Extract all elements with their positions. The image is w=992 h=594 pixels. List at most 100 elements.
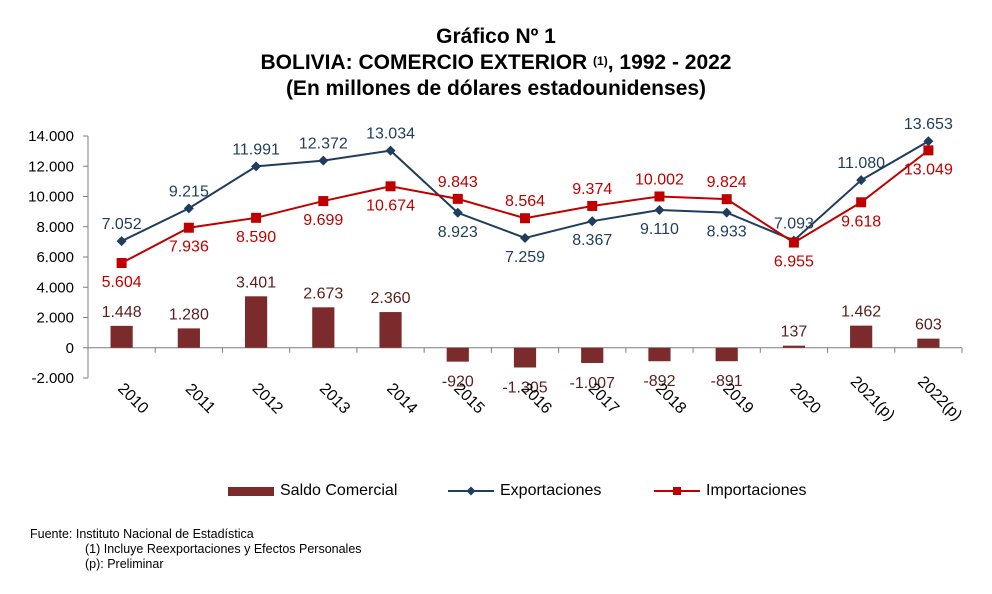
- x-tick-label: 2011: [182, 381, 218, 417]
- x-tick-label: 2015: [450, 380, 487, 417]
- marker-importaciones: [856, 197, 867, 208]
- y-tick-label: -2.000: [31, 370, 74, 387]
- marker-exportaciones: [452, 207, 463, 218]
- source-note: Fuente: Instituto Nacional de Estadístic…: [30, 527, 254, 541]
- x-tick-label: 2018: [652, 380, 689, 417]
- exp-label: 13.653: [904, 116, 953, 133]
- marker-importaciones: [251, 212, 262, 223]
- marker-importaciones: [654, 191, 665, 202]
- marker-importaciones: [721, 194, 732, 205]
- bar-label: 2.673: [303, 285, 343, 302]
- marker-importaciones: [923, 145, 934, 156]
- x-tick-label: 2021(p): [847, 373, 898, 424]
- imp-label: 10.674: [366, 197, 415, 214]
- x-tick-label: 2017: [585, 380, 622, 417]
- bar-label: 1.448: [102, 304, 142, 321]
- imp-label: 7.936: [169, 239, 209, 256]
- exp-label: 7.052: [102, 216, 142, 233]
- exp-label: 7.093: [774, 215, 814, 232]
- legend-label-importaciones: Importaciones: [706, 482, 807, 499]
- marker-importaciones: [788, 237, 799, 248]
- marker-importaciones: [183, 222, 194, 233]
- x-tick-label: 2020: [787, 380, 824, 417]
- bar-label: 1.462: [841, 304, 881, 321]
- bar-saldo: [312, 307, 335, 348]
- marker-importaciones: [318, 196, 329, 207]
- bar-saldo: [648, 347, 671, 362]
- imp-label: 13.049: [904, 161, 953, 178]
- marker-importaciones: [520, 213, 530, 224]
- bar-saldo: [446, 347, 469, 362]
- bar-saldo: [244, 296, 268, 348]
- legend-item-saldo: Saldo Comercial: [228, 482, 397, 500]
- imp-label: 8.564: [505, 193, 545, 210]
- bar-saldo: [177, 328, 200, 348]
- marker-importaciones: [385, 181, 396, 192]
- marker-exportaciones: [183, 203, 194, 214]
- marker-exportaciones: [587, 216, 598, 227]
- bar-saldo: [850, 325, 873, 348]
- bar-label: -1.305: [502, 379, 547, 396]
- subtitle-footnote-mark: (1): [593, 54, 608, 68]
- y-tick-label: 2.000: [36, 310, 74, 327]
- x-tick-label: 2010: [114, 380, 151, 417]
- x-tick-label: 2022(p): [914, 373, 965, 424]
- legend-label-exportaciones: Exportaciones: [500, 482, 602, 499]
- bar-label: -1.007: [570, 375, 615, 392]
- chart-titles: Gráfico Nº 1 BOLIVIA: COMERCIO EXTERIOR …: [0, 24, 992, 102]
- chart-subtitle: BOLIVIA: COMERCIO EXTERIOR (1), 1992 - 2…: [0, 50, 992, 76]
- legend-item-exportaciones: Exportaciones: [448, 482, 601, 500]
- imp-label: 8.590: [236, 229, 276, 246]
- marker-exportaciones: [923, 136, 934, 147]
- exp-label: 9.215: [169, 183, 209, 200]
- bar-label: 137: [781, 324, 808, 341]
- exp-label: 7.259: [505, 249, 545, 266]
- marker-importaciones: [116, 257, 127, 268]
- imp-label: 9.824: [707, 174, 747, 191]
- bar-label: -892: [643, 373, 675, 390]
- marker-exportaciones: [856, 175, 867, 186]
- y-tick-label: 14.000: [28, 128, 74, 145]
- exp-label: 8.923: [438, 224, 478, 241]
- legend: Saldo Comercial Exportaciones Importacio…: [0, 482, 992, 506]
- marker-importaciones: [587, 200, 598, 211]
- imp-label: 9.699: [303, 212, 343, 229]
- marker-exportaciones: [721, 207, 732, 218]
- imp-label: 10.002: [635, 171, 684, 188]
- y-tick-label: 12.000: [28, 158, 74, 175]
- bar-saldo: [917, 338, 940, 348]
- marker-exportaciones: [385, 145, 396, 156]
- bar-saldo: [715, 347, 738, 362]
- bar-saldo: [379, 312, 402, 348]
- chart-title: Gráfico Nº 1: [436, 25, 556, 48]
- marker-exportaciones: [116, 236, 127, 247]
- bar-label: 2.360: [371, 290, 411, 307]
- marker-exportaciones: [251, 161, 262, 172]
- x-tick-label: 2019: [719, 380, 756, 417]
- bar-saldo: [581, 347, 604, 363]
- footnote-1: (1) Incluye Reexportaciones y Efectos Pe…: [85, 542, 362, 556]
- imp-label: 9.618: [841, 213, 881, 230]
- bar-saldo: [110, 325, 133, 348]
- chart-svg: -2.000 0 2.000 4.000 6.000 8.000 10.000 12.000 1…: [28, 116, 965, 424]
- bar-label: 603: [915, 317, 942, 334]
- legend-swatch-importaciones: [654, 485, 700, 497]
- imp-label: 5.604: [102, 274, 142, 291]
- bar-label: 1.280: [169, 306, 209, 323]
- y-tick-label: 8.000: [36, 219, 74, 236]
- marker-exportaciones: [654, 204, 665, 215]
- legend-label-saldo: Saldo Comercial: [280, 482, 398, 499]
- exp-label: 8.933: [707, 224, 747, 241]
- marker-importaciones: [452, 193, 463, 204]
- marker-exportaciones: [318, 155, 329, 166]
- marker-exportaciones: [520, 232, 530, 243]
- subtitle-main: BOLIVIA: COMERCIO EXTERIOR: [260, 51, 588, 74]
- exp-label: 11.080: [837, 155, 885, 172]
- exp-label: 12.372: [299, 136, 348, 153]
- chart-units: (En millones de dólares estadounidenses): [285, 77, 707, 100]
- legend-swatch-exportaciones: [448, 485, 494, 497]
- footnote-p: (p): Preliminar: [85, 557, 164, 571]
- bar-saldo: [513, 347, 537, 368]
- y-tick-label: 6.000: [36, 249, 74, 266]
- bar-label: 3.401: [236, 274, 276, 291]
